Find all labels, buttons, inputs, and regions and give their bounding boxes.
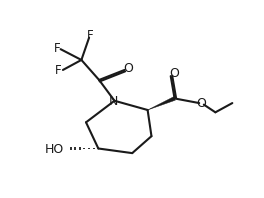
Text: O: O: [170, 67, 180, 80]
Text: N: N: [108, 95, 118, 108]
Text: F: F: [87, 29, 94, 42]
Text: F: F: [53, 42, 60, 55]
Text: F: F: [55, 64, 62, 77]
Text: O: O: [124, 62, 133, 75]
Text: O: O: [196, 97, 206, 110]
Polygon shape: [148, 97, 175, 110]
Text: HO: HO: [45, 143, 64, 156]
